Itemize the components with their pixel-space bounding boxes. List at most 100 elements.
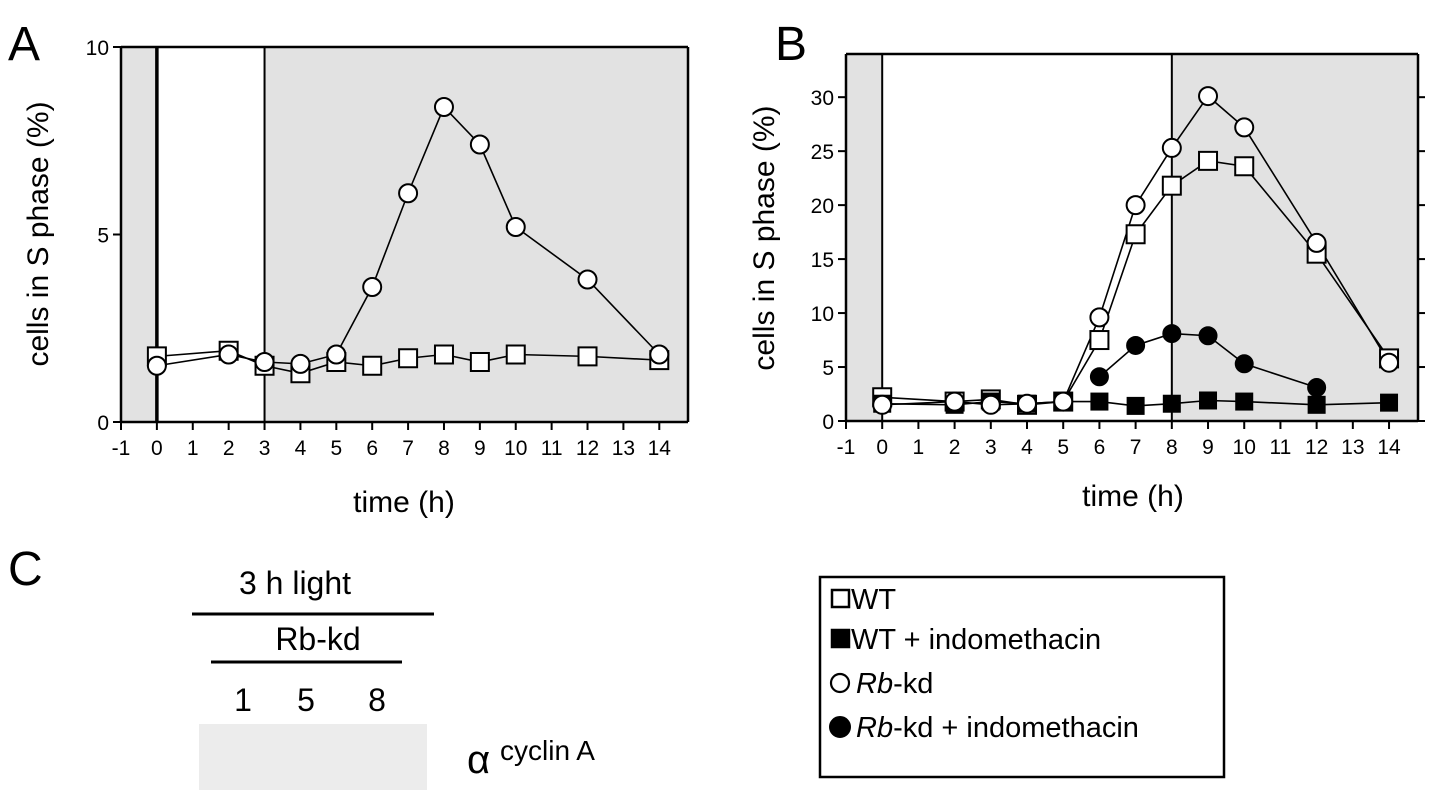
- legend-item-wt: WT: [830, 584, 896, 616]
- chart-b-series-3-point: [1053, 391, 1074, 412]
- chart-b-series-3-point: [1125, 195, 1146, 216]
- chart-a: time (h) cells in S phase (%) -1 0 1 2 3 4 5 6 7…: [22, 37, 690, 519]
- chart-a-series-1-point: [505, 344, 526, 365]
- legend-open-square-marker: [830, 588, 851, 609]
- chart-a-series-2-point: [577, 269, 598, 290]
- chart-a-series-2-point: [398, 183, 419, 204]
- chart-b-dark-shading-after: [1171, 54, 1418, 421]
- chart-b-series-1-point: [1198, 150, 1219, 171]
- chart-b-y-tick-label: 10: [811, 303, 834, 326]
- chart-a-x-tick-label: 13: [612, 437, 635, 460]
- chart-b-y-tick-label: 5: [822, 357, 834, 380]
- chart-a-xlabel: time (h): [353, 486, 455, 519]
- chart-b-series-1-point: [1234, 156, 1255, 177]
- chart-a-series-2-point: [362, 277, 383, 297]
- chart-b: time (h) cells in S phase (%) -1 0 1 2 3 4 5 6 7…: [748, 52, 1425, 513]
- blot-band-image: [199, 724, 427, 790]
- legend-item-wt-indomethacin: WT + indomethacin: [830, 624, 1101, 656]
- chart-b-series-4-point: [1162, 324, 1182, 344]
- chart-b-series-2-point: [1126, 396, 1145, 415]
- chart-b-x-tick-label: 6: [1094, 436, 1106, 459]
- chart-b-y-tick-label: 20: [811, 195, 834, 218]
- chart-b-series-2-point: [1235, 392, 1254, 411]
- chart-a-series-2-point: [290, 353, 311, 374]
- chart-b-x-tick-label: 7: [1130, 436, 1142, 459]
- panel-label-c: C: [8, 543, 43, 596]
- legend-label-wt: WT: [851, 584, 896, 616]
- chart-b-series-3-point: [1198, 86, 1219, 107]
- legend-label-rb-kd-indomethacin-rest: -kd + indomethacin: [893, 712, 1139, 744]
- legend-item-rb-kd: Rb-kd: [829, 668, 933, 700]
- chart-b-x-tick-label: 0: [876, 436, 888, 459]
- chart-a-x-tick-label: 11: [541, 437, 563, 460]
- chart-a-x-tick-label: 1: [187, 437, 199, 460]
- chart-b-x-tick-label: 3: [985, 436, 997, 459]
- chart-a-x-tick-label: 0: [151, 437, 163, 460]
- chart-b-x-tick-label: 4: [1021, 436, 1033, 459]
- chart-a-series-2-point: [433, 97, 454, 117]
- chart-b-y-tick-label: 25: [811, 141, 834, 164]
- chart-a-series-2-point: [218, 344, 239, 365]
- chart-b-series-3-point: [1379, 352, 1400, 373]
- chart-b-series-1-point: [1125, 224, 1146, 245]
- chart-a-y-tick-label: 0: [97, 412, 109, 435]
- western-blot: 3 h light Rb-kd 1 5 8 α cyclin A: [192, 565, 595, 790]
- chart-b-series-2-point: [1380, 393, 1399, 412]
- legend-filled-circle-marker: [829, 716, 851, 738]
- chart-b-x-tick-label: 12: [1305, 436, 1328, 459]
- chart-b-series-4-point: [1234, 354, 1254, 374]
- chart-b-x-tick-label: 13: [1341, 436, 1364, 459]
- chart-a-x-tick-label: 2: [223, 437, 235, 460]
- antibody-label: cyclin A: [500, 735, 595, 766]
- chart-a-x-tick-label: 9: [474, 437, 486, 460]
- chart-b-series-2-point: [1090, 392, 1109, 411]
- chart-b-series-3-point: [1089, 307, 1110, 328]
- legend-label-wt-indomethacin: WT + indomethacin: [851, 624, 1101, 656]
- chart-b-x-tick-label: 8: [1166, 436, 1178, 459]
- legend-filled-square-marker: [830, 628, 851, 649]
- chart-b-x-tick-label: 5: [1057, 436, 1069, 459]
- chart-a-ylabel: cells in S phase (%): [22, 101, 55, 366]
- legend-box: [818, 575, 1226, 779]
- legend-label-rb-kd: Rb-kd: [856, 668, 933, 700]
- chart-b-x-tick-label: 11: [1270, 436, 1292, 459]
- chart-b-x-tick-label: 2: [949, 436, 961, 459]
- chart-a-x-tick-label: 8: [438, 437, 450, 460]
- chart-b-series-1-point: [1161, 175, 1182, 196]
- chart-b-series-2-point: [1162, 394, 1181, 413]
- chart-a-x-tick-label: 14: [648, 437, 672, 460]
- chart-b-x-tick-label: 1: [913, 436, 925, 459]
- chart-a-x-tick-label: -1: [112, 437, 131, 460]
- chart-b-series-2-point: [1307, 395, 1326, 414]
- chart-b-xlabel: time (h): [1082, 480, 1184, 513]
- blot-strain-label: Rb-kd: [275, 621, 360, 657]
- chart-a-series-2-point: [505, 217, 526, 237]
- chart-a-series-1-point: [433, 344, 454, 365]
- chart-b-series-3-point: [944, 391, 965, 412]
- chart-b-y-tick-label: 30: [811, 87, 834, 110]
- legend-label-rb-kd-indomethacin-italic: Rb: [856, 712, 893, 744]
- blot-lane-5: 5: [297, 682, 315, 718]
- alpha-symbol: α: [467, 738, 490, 782]
- chart-b-series-2-point: [1199, 391, 1218, 410]
- chart-a-series-1-point: [398, 348, 419, 369]
- blot-condition-label: 3 h light: [239, 565, 351, 601]
- chart-a-y-tick-label: 5: [97, 225, 109, 248]
- chart-b-series-3-point: [872, 394, 893, 415]
- legend-label-rb-kd-indomethacin: Rb-kd + indomethacin: [856, 712, 1139, 744]
- legend-item-rb-kd-indomethacin: Rb-kd + indomethacin: [829, 712, 1139, 744]
- legend-open-circle-marker: [829, 672, 851, 694]
- chart-a-y-tick-label: 10: [86, 37, 109, 60]
- chart-a-series-1-point: [362, 355, 383, 376]
- chart-a-series-2-point: [469, 134, 490, 155]
- chart-b-dark-shading-before: [846, 54, 883, 421]
- chart-b-x-tick-label: -1: [837, 436, 856, 459]
- chart-b-x-tick-label: 9: [1202, 436, 1214, 459]
- chart-a-series-1-point: [577, 346, 598, 367]
- chart-b-series-3-point: [1234, 117, 1255, 138]
- panel-label-a: A: [8, 18, 40, 71]
- legend-label-wt-rest: WT: [851, 584, 896, 616]
- chart-b-y-tick-label: 0: [822, 411, 834, 434]
- chart-a-series-1-point: [469, 352, 490, 372]
